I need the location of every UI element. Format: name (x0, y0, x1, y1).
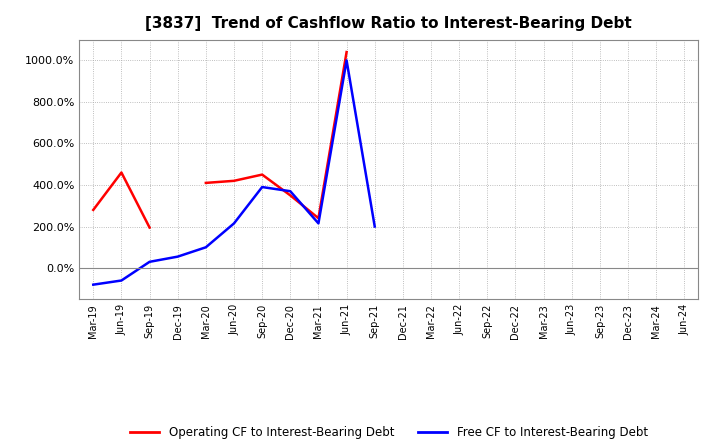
Free CF to Interest-Bearing Debt (145, 259, 154, 264)
Free CF to Interest-Bearing Debt (89, 282, 98, 287)
Free CF to Interest-Bearing Debt (202, 245, 210, 250)
Free CF to Interest-Bearing Debt (286, 189, 294, 194)
Free CF to Interest-Bearing Debt (230, 221, 238, 226)
Free CF to Interest-Bearing Debt (342, 58, 351, 63)
Free CF to Interest-Bearing Debt (314, 221, 323, 226)
Free CF to Interest-Bearing Debt (117, 278, 126, 283)
Free CF to Interest-Bearing Debt (174, 254, 182, 259)
Legend: Operating CF to Interest-Bearing Debt, Free CF to Interest-Bearing Debt: Operating CF to Interest-Bearing Debt, F… (125, 422, 652, 440)
Operating CF to Interest-Bearing Debt (145, 225, 154, 230)
Free CF to Interest-Bearing Debt (258, 184, 266, 190)
Line: Operating CF to Interest-Bearing Debt: Operating CF to Interest-Bearing Debt (94, 172, 150, 227)
Operating CF to Interest-Bearing Debt (117, 170, 126, 175)
Line: Free CF to Interest-Bearing Debt: Free CF to Interest-Bearing Debt (94, 60, 374, 285)
Title: [3837]  Trend of Cashflow Ratio to Interest-Bearing Debt: [3837] Trend of Cashflow Ratio to Intere… (145, 16, 632, 32)
Operating CF to Interest-Bearing Debt (89, 207, 98, 213)
Free CF to Interest-Bearing Debt (370, 224, 379, 229)
